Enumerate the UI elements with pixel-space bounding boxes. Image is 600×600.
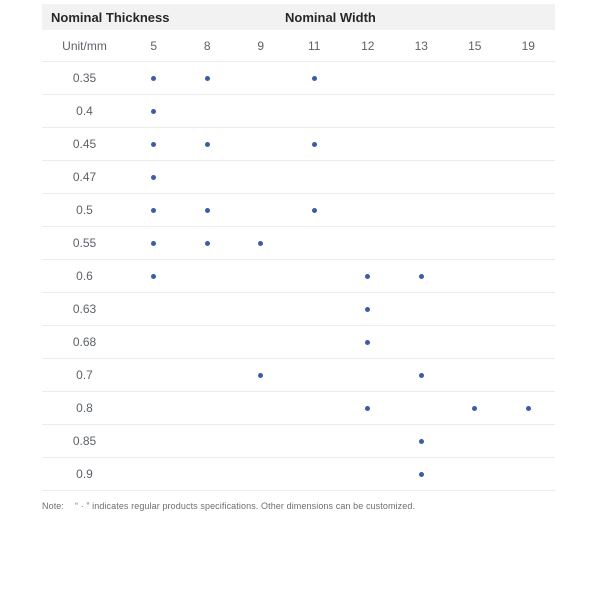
spec-dot-cell (341, 303, 395, 315)
dot-marker-icon (204, 208, 210, 214)
thickness-value: 0.85 (72, 434, 97, 448)
dot-marker-icon (151, 109, 157, 115)
dot-marker-icon (311, 208, 317, 214)
header-nominal-thickness: Nominal Thickness (51, 9, 170, 25)
table-row: 0.9 (42, 458, 555, 491)
thickness-value: 0.55 (72, 236, 97, 250)
dot-marker-icon (258, 373, 264, 379)
table-row: 0.8 (42, 392, 555, 425)
dot-marker-icon (365, 274, 371, 280)
table-row: 0.85 (42, 425, 555, 458)
note-label: Note: (42, 501, 65, 511)
thickness-value: 0.6 (76, 269, 93, 283)
dot-marker-icon (204, 142, 210, 148)
spec-dot-cell (341, 336, 395, 348)
dot-marker-icon (151, 274, 157, 280)
spec-dot-cell (181, 138, 235, 150)
table-row: 0.68 (42, 326, 555, 359)
dot-marker-icon (204, 241, 210, 247)
dot-marker-icon (258, 241, 264, 247)
dot-marker-icon (418, 274, 424, 280)
spec-dot-cell (288, 72, 342, 84)
thickness-value: 0.63 (72, 302, 97, 316)
spec-dot-cell (395, 468, 449, 480)
dot-marker-icon (311, 76, 317, 82)
spec-dot-cell (341, 270, 395, 282)
width-header-value: 15 (468, 38, 482, 53)
dot-marker-icon (151, 175, 157, 181)
table-row: 0.47 (42, 161, 555, 194)
dot-marker-icon (365, 340, 371, 346)
dot-marker-icon (418, 373, 424, 379)
width-header-value: 19 (521, 38, 535, 53)
spec-dot-cell (127, 72, 181, 84)
table-row: 0.63 (42, 293, 555, 326)
spec-dot-cell (181, 72, 235, 84)
width-header-value: 11 (308, 38, 321, 53)
table-row: 0.45 (42, 128, 555, 161)
note: Note: “ · ” indicates regular products sp… (42, 501, 415, 511)
spec-dot-cell (234, 237, 288, 249)
dot-marker-icon (151, 241, 157, 247)
spec-table: Nominal Thickness Nominal Width Unit/mm … (42, 4, 555, 491)
spec-dot-cell (395, 435, 449, 447)
thickness-value: 0.45 (72, 137, 97, 151)
dot-marker-icon (311, 142, 317, 148)
table-row: 0.4 (42, 95, 555, 128)
table-row: 0.55 (42, 227, 555, 260)
spec-dot-cell (127, 105, 181, 117)
spec-dot-cell (288, 204, 342, 216)
table-row: 0.7 (42, 359, 555, 392)
spec-dot-cell (127, 270, 181, 282)
dot-marker-icon (365, 406, 371, 412)
table-header: Nominal Thickness Nominal Width (42, 4, 555, 30)
table-row: 0.5 (42, 194, 555, 227)
spec-dot-cell (234, 369, 288, 381)
width-header-value: 12 (361, 38, 375, 53)
spec-dot-cell (448, 402, 502, 414)
spec-dot-cell (395, 270, 449, 282)
spec-dot-cell (502, 402, 556, 414)
table-row: 0.6 (42, 260, 555, 293)
width-header-value: 9 (257, 38, 265, 53)
thickness-value: 0.68 (72, 335, 97, 349)
thickness-value: 0.7 (76, 368, 93, 382)
width-header-value: 13 (414, 38, 428, 53)
dot-marker-icon (472, 406, 478, 412)
spec-dot-cell (181, 204, 235, 216)
thickness-value: 0.8 (76, 401, 93, 415)
spec-dot-cell (127, 204, 181, 216)
dot-marker-icon (204, 76, 210, 82)
width-header-value: 5 (150, 38, 158, 53)
thickness-value: 0.5 (76, 203, 93, 217)
dot-marker-icon (418, 439, 424, 445)
header-nominal-width: Nominal Width (285, 9, 376, 25)
thickness-value: 0.47 (72, 170, 97, 184)
unit-row: Unit/mm 5 8 9 11 12 13 15 19 (42, 30, 555, 62)
table-body: 0.35 0.4 0.45 0.47 0.5 0.55 0.6 0.63 0.68 0.7 0.8 0… (42, 62, 555, 491)
table-row: 0.35 (42, 62, 555, 95)
width-header-value: 8 (203, 38, 211, 53)
thickness-value: 0.9 (76, 467, 93, 481)
dot-marker-icon (151, 76, 157, 82)
spec-dot-cell (341, 402, 395, 414)
dot-marker-icon (525, 406, 531, 412)
spec-dot-cell (288, 138, 342, 150)
dot-marker-icon (418, 472, 424, 478)
thickness-value: 0.4 (76, 104, 93, 118)
dot-marker-icon (151, 208, 157, 214)
spec-dot-cell (127, 138, 181, 150)
thickness-value: 0.35 (72, 71, 97, 85)
note-text: “ · ” indicates regular products specifi… (75, 501, 416, 511)
spec-dot-cell (127, 237, 181, 249)
spec-dot-cell (127, 171, 181, 183)
unit-label: Unit/mm (62, 38, 107, 53)
dot-marker-icon (151, 142, 157, 148)
dot-marker-icon (365, 307, 371, 313)
spec-dot-cell (181, 237, 235, 249)
spec-dot-cell (395, 369, 449, 381)
